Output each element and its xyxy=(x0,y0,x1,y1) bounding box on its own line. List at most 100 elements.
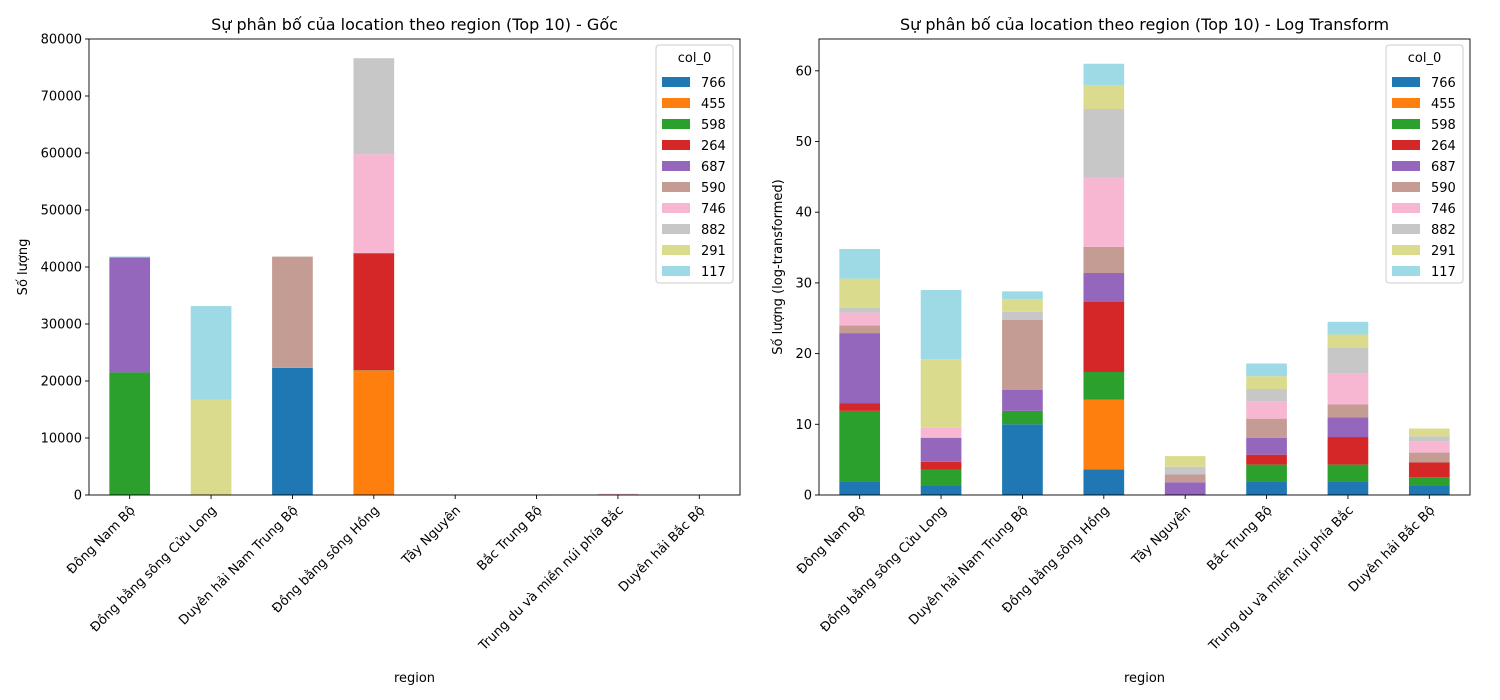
chart-panel-1: Sự phân bố của location theo region (Top… xyxy=(16,15,741,686)
bar-segment-291-8 xyxy=(1408,428,1450,437)
y-axis-label: Số lượng (log-transformed) xyxy=(771,179,786,354)
x-tick-label: Trung du và miền núi phía Bắc xyxy=(476,503,627,654)
legend-entry-455: 455 xyxy=(1431,97,1456,112)
legend-swatch-598 xyxy=(1392,119,1420,129)
x-tick-label: Trung du và miền núi phía Bắc xyxy=(1206,503,1357,654)
legend-swatch-882 xyxy=(662,224,690,234)
x-tick-label: Duyên hải Bắc Bộ xyxy=(1346,503,1438,595)
bar-segment-590-6 xyxy=(1246,418,1287,438)
bar-segment-882-1 xyxy=(839,307,881,313)
bar-segment-746-6 xyxy=(1246,401,1287,419)
bar-segment-291-7 xyxy=(1327,334,1369,348)
chart-title: Sự phân bố của location theo region (Top… xyxy=(900,15,1389,34)
x-axis-label: region xyxy=(1124,671,1165,686)
bar-segment-117-3 xyxy=(1002,291,1043,300)
bar-segment-598-7 xyxy=(1327,464,1369,482)
y-axis-label: Số lượng xyxy=(16,239,31,296)
legend: col_0 766 455 598 264 687 590 746 882 291 117 xyxy=(655,44,734,284)
bar-segment-117-7 xyxy=(1327,321,1369,335)
legend-entry-687: 687 xyxy=(1431,160,1456,175)
bar-segment-264-1 xyxy=(839,403,881,411)
y-tick-label: 30000 xyxy=(41,318,82,333)
bar-segment-291-2 xyxy=(920,359,962,428)
bar-segment-687-1 xyxy=(839,333,881,404)
bar-segment-746-1 xyxy=(839,312,881,326)
bar-segment-766-8 xyxy=(1408,485,1450,495)
bar-segment-590-8 xyxy=(1408,452,1450,463)
legend-entry-687: 687 xyxy=(701,160,726,175)
bar-segment-766-6 xyxy=(1246,481,1287,495)
legend-swatch-590 xyxy=(662,182,690,192)
bar-segment-455-4 xyxy=(1083,399,1125,470)
legend-entry-455: 455 xyxy=(701,97,726,112)
legend-entry-117: 117 xyxy=(701,265,726,280)
legend-title: col_0 xyxy=(678,51,711,66)
bar-segment-117-4 xyxy=(1083,63,1125,85)
x-tick-label: Tây Nguyên xyxy=(399,503,464,568)
legend-entry-882: 882 xyxy=(701,223,726,238)
bar-segment-882-8 xyxy=(1408,436,1450,442)
bar-segment-590-3 xyxy=(272,256,313,368)
x-tick-label: Bắc Trung Bộ xyxy=(474,503,545,574)
x-tick-label: Bắc Trung Bộ xyxy=(1204,503,1275,574)
bar-segment-687-2 xyxy=(920,437,962,462)
y-tick-label: 20 xyxy=(795,347,812,362)
bar-segment-598-4 xyxy=(1083,371,1125,400)
legend-entry-590: 590 xyxy=(1431,181,1456,196)
bar-segment-687-1 xyxy=(109,257,151,373)
bar-segment-291-2 xyxy=(190,399,232,495)
bar-segment-766-3 xyxy=(1002,424,1043,495)
bar-segment-117-1 xyxy=(839,248,881,279)
bar-segment-598-1 xyxy=(839,410,881,482)
bar-segment-598-3 xyxy=(1002,410,1043,425)
y-tick-label: 60000 xyxy=(41,147,82,162)
bar-segment-882-4 xyxy=(353,58,395,155)
bar-segment-598-1 xyxy=(109,372,151,495)
chart-title: Sự phân bố của location theo region (Top… xyxy=(211,15,618,34)
legend-title: col_0 xyxy=(1408,51,1441,66)
y-tick-label: 40000 xyxy=(41,261,82,276)
legend-entry-291: 291 xyxy=(701,244,726,259)
bar-segment-766-3 xyxy=(272,367,313,495)
legend-entry-766: 766 xyxy=(1431,76,1456,91)
legend-swatch-264 xyxy=(662,140,690,150)
legend-entry-264: 264 xyxy=(1431,139,1456,154)
legend-swatch-746 xyxy=(662,203,690,213)
x-tick-label: Đông Nam Bộ xyxy=(64,503,138,577)
plot-frame xyxy=(88,38,741,496)
legend-entry-746: 746 xyxy=(701,202,726,217)
legend-swatch-598 xyxy=(662,119,690,129)
y-tick-label: 50 xyxy=(795,135,812,150)
y-tick-label: 10 xyxy=(795,418,812,433)
bar-segment-687-3 xyxy=(1002,389,1043,411)
legend-entry-264: 264 xyxy=(701,139,726,154)
bar-segment-746-4 xyxy=(353,154,395,253)
y-tick-label: 40 xyxy=(795,206,812,221)
chart-panel-2: Sự phân bố của location theo region (Top… xyxy=(771,15,1471,686)
legend-swatch-264 xyxy=(1392,140,1420,150)
bar-segment-264-8 xyxy=(1408,462,1450,478)
bar-segment-590-1 xyxy=(839,325,881,334)
bar-segment-590-4 xyxy=(1083,246,1125,274)
legend-entry-590: 590 xyxy=(701,181,726,196)
legend-swatch-455 xyxy=(1392,98,1420,108)
y-tick-label: 0 xyxy=(804,489,812,504)
bar-segment-746-2 xyxy=(920,427,962,438)
plot-frame xyxy=(818,38,1471,496)
legend-swatch-882 xyxy=(1392,224,1420,234)
bar-segment-590-5 xyxy=(1164,474,1206,483)
legend: col_0 766 455 598 264 687 590 746 882 291 117 xyxy=(1385,44,1464,284)
bar-segment-264-7 xyxy=(1327,437,1369,465)
bar-segment-766-2 xyxy=(920,485,962,495)
legend-swatch-117 xyxy=(662,266,690,276)
bar-segment-291-3 xyxy=(1002,299,1043,312)
x-tick-label: Đông Nam Bộ xyxy=(794,503,868,577)
y-tick-label: 20000 xyxy=(41,375,82,390)
y-tick-label: 10000 xyxy=(41,432,82,447)
bar-segment-882-6 xyxy=(1246,388,1287,402)
bar-segment-264-6 xyxy=(1246,454,1287,465)
legend-entry-598: 598 xyxy=(701,118,726,133)
legend-swatch-687 xyxy=(1392,161,1420,171)
bar-segment-117-6 xyxy=(1246,363,1287,377)
